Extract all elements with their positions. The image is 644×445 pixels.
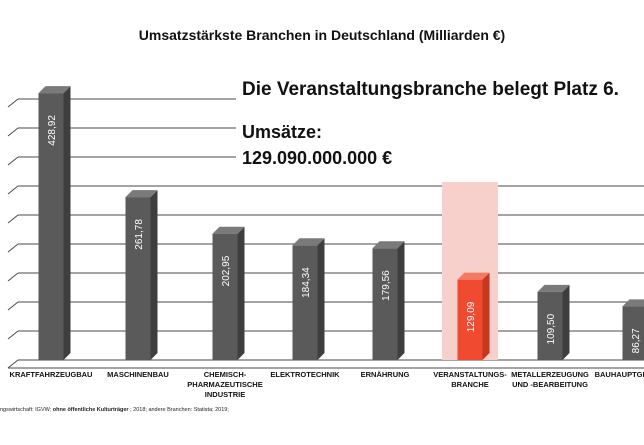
bar-group: 179,56 (373, 241, 405, 360)
revenue-label: Umsätze: (242, 122, 322, 142)
gridline-depth (8, 215, 18, 223)
category-labels: KRAFTFAHRZEUGBAU MASCHINENBAU CHEMISCH-PHA… (10, 370, 644, 399)
bar-top (623, 299, 644, 306)
value-label: 184,34 (301, 267, 312, 298)
source-note: ngswirtschaft: IGVW; ohne öffentliche Ku… (0, 407, 229, 413)
bar-group: 261,78 (126, 190, 158, 360)
bar-group: 129,09 (458, 273, 490, 360)
bar-group: 428,92 (39, 86, 71, 360)
revenue-value: 129.090.000.000 € (242, 148, 392, 168)
gridline-depth (8, 273, 18, 281)
gridline-depth (8, 302, 18, 310)
value-label: 129,09 (466, 301, 477, 332)
gridline-depth (8, 128, 18, 136)
category-label: BAUHAUPTGEWERBE (595, 370, 644, 379)
category-label: ERNÄHRUNG (361, 370, 410, 379)
bar-side (483, 273, 490, 360)
category-label: VERANSTALTUNGS-BRANCHE (433, 370, 507, 389)
gridline-depth (8, 99, 18, 107)
gridline-depth (8, 186, 18, 194)
value-label: 109,50 (546, 313, 557, 344)
category-label: ELEKTROTECHNIK (270, 370, 340, 379)
value-label: 428,92 (47, 115, 58, 146)
value-label: 86,27 (631, 328, 642, 353)
bar-group: 86,27 (623, 299, 644, 360)
bar-side (64, 86, 71, 360)
value-label: 179,56 (381, 270, 392, 301)
bar (373, 248, 398, 360)
category-label: KRAFTFAHRZEUGBAU (10, 370, 93, 379)
bar-side (318, 238, 325, 360)
bar-group: 184,34 (293, 238, 325, 360)
gridline-depth (8, 244, 18, 252)
gridline-depth (8, 360, 18, 368)
bar-side (398, 241, 405, 360)
chart-title: Umsatzstärkste Branchen in Deutschland (… (139, 27, 505, 43)
bar-group: 202,95 (213, 227, 245, 360)
bar-side (563, 285, 570, 360)
bar (213, 234, 238, 360)
bar-group: 109,50 (538, 285, 570, 360)
headline: Die Veranstaltungsbranche belegt Platz 6… (242, 79, 619, 100)
gridline-depth (8, 331, 18, 339)
bar (293, 245, 318, 360)
category-label: MASCHINENBAU (107, 370, 169, 379)
bar-side (238, 227, 245, 360)
value-label: 261,78 (134, 219, 145, 250)
gridline-depth (8, 157, 18, 165)
bar-side (151, 190, 158, 360)
value-label: 202,95 (221, 255, 232, 286)
